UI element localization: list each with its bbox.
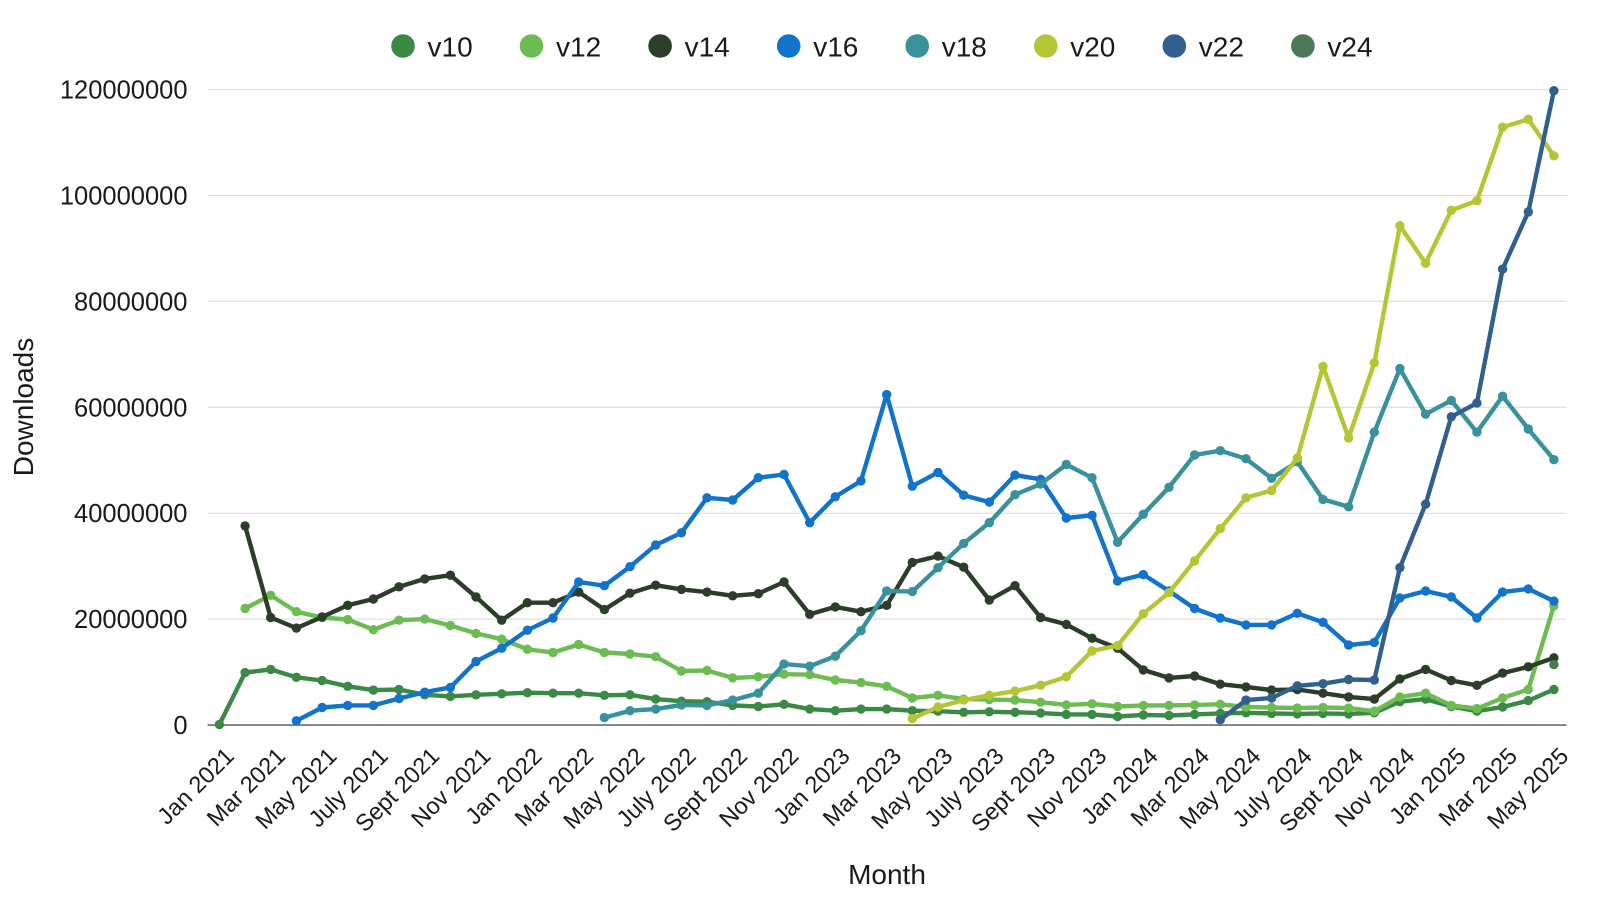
svg-text:v20: v20 (1070, 32, 1115, 63)
svg-text:Downloads: Downloads (8, 338, 39, 477)
svg-text:80000000: 80000000 (74, 288, 187, 316)
svg-text:v10: v10 (428, 32, 473, 63)
svg-text:v12: v12 (556, 32, 601, 63)
svg-text:v16: v16 (813, 32, 858, 63)
svg-text:v18: v18 (942, 32, 987, 63)
svg-text:60000000: 60000000 (74, 394, 187, 422)
svg-text:120000000: 120000000 (60, 77, 188, 105)
svg-text:100000000: 100000000 (60, 183, 188, 211)
svg-text:Month: Month (848, 859, 926, 890)
svg-text:0: 0 (173, 712, 187, 740)
svg-text:v24: v24 (1327, 32, 1372, 63)
svg-text:40000000: 40000000 (74, 500, 187, 528)
svg-text:20000000: 20000000 (74, 606, 187, 634)
svg-text:v14: v14 (685, 32, 730, 63)
svg-text:v22: v22 (1199, 32, 1244, 63)
